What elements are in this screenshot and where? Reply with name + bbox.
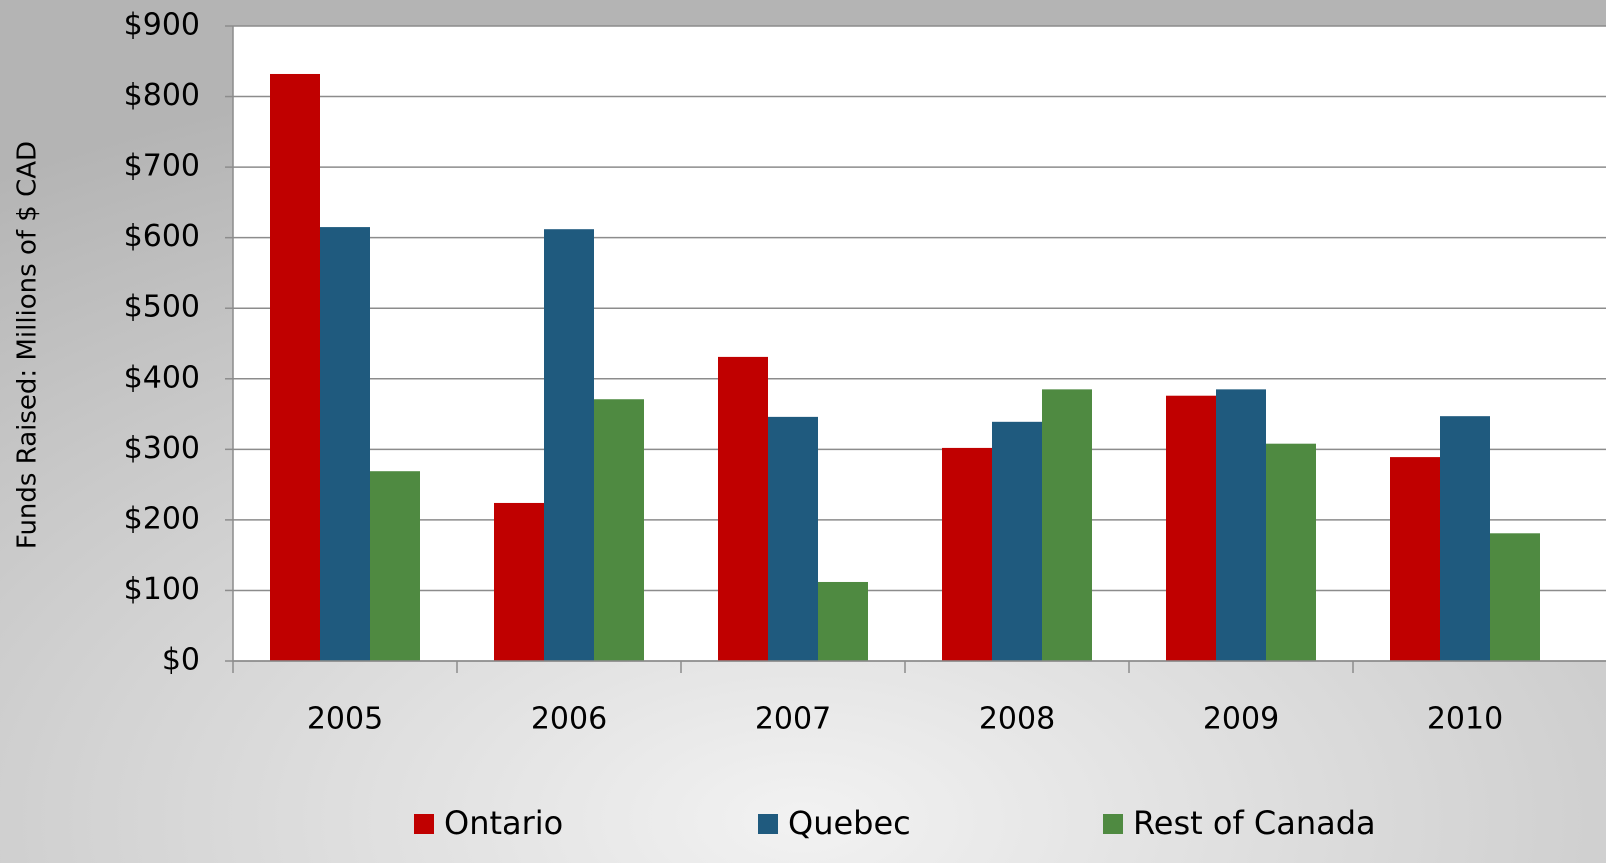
bar — [320, 227, 370, 662]
x-tick-label: 2007 — [755, 702, 831, 737]
legend-swatch — [414, 814, 434, 834]
y-axis-label: Funds Raised: Millions of $ CAD — [13, 141, 43, 549]
y-tick-label: $200 — [124, 501, 200, 536]
bar — [1440, 416, 1490, 661]
y-tick-label: $0 — [162, 643, 200, 678]
x-tick-label: 2009 — [1203, 702, 1279, 737]
y-tick-label: $800 — [124, 78, 200, 113]
x-tick-label: 2010 — [1427, 702, 1503, 737]
bar — [1390, 457, 1440, 661]
bar — [494, 502, 544, 661]
plot-area — [233, 26, 1606, 661]
bar — [818, 581, 868, 661]
bar — [370, 471, 420, 661]
x-tick-label: 2005 — [307, 702, 383, 737]
legend-swatch — [1103, 814, 1123, 834]
bar — [270, 73, 320, 661]
y-tick-label: $500 — [124, 290, 200, 325]
legend-label: Ontario — [444, 804, 563, 842]
bar — [1166, 395, 1216, 661]
bar — [1216, 389, 1266, 661]
x-tick-label: 2006 — [531, 702, 607, 737]
bar — [1266, 443, 1316, 661]
bar — [768, 416, 818, 661]
bar — [942, 447, 992, 661]
y-tick-label: $300 — [124, 431, 200, 466]
legend-label: Quebec — [788, 804, 911, 842]
y-tick-label: $100 — [124, 572, 200, 607]
legend-label: Rest of Canada — [1133, 804, 1376, 842]
bar — [718, 356, 768, 661]
bar — [1042, 389, 1092, 661]
y-tick-label: $700 — [124, 149, 200, 184]
x-tick-label: 2008 — [979, 702, 1055, 737]
y-tick-label: $400 — [124, 360, 200, 395]
y-tick-label: $900 — [124, 8, 200, 43]
bar — [992, 421, 1042, 661]
y-tick-label: $600 — [124, 219, 200, 254]
bar — [594, 399, 644, 661]
bar — [544, 229, 594, 661]
legend-swatch — [758, 814, 778, 834]
bar — [1490, 533, 1540, 661]
